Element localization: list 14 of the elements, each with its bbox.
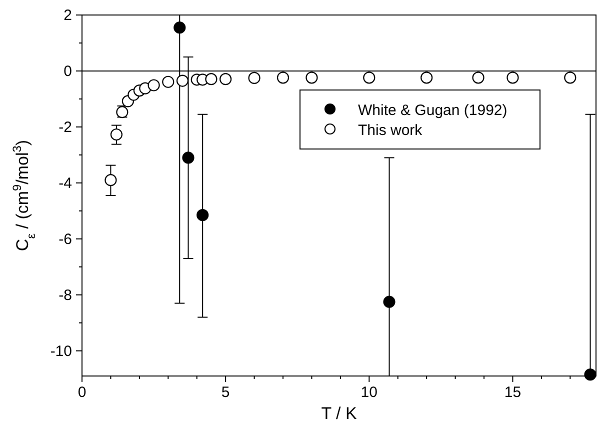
x-axis-title: T / K [321,404,358,423]
x-tick-label: 0 [78,384,86,401]
y-tick-label: -8 [58,286,72,304]
x-tick-label: 5 [221,384,230,401]
y-tick-label: -2 [58,118,72,136]
y-tick-label: 2 [64,7,72,24]
y-tick-label: 0 [64,62,72,80]
y-tick-label: -10 [50,342,72,360]
legend-label: This work [358,122,423,139]
x-tick-label: 15 [504,384,522,401]
legend-label: White & Gugan (1992) [358,102,508,119]
x-tick-label: 10 [360,384,378,401]
y-tick-label: -6 [58,230,72,248]
y-tick-label: -4 [58,174,72,192]
